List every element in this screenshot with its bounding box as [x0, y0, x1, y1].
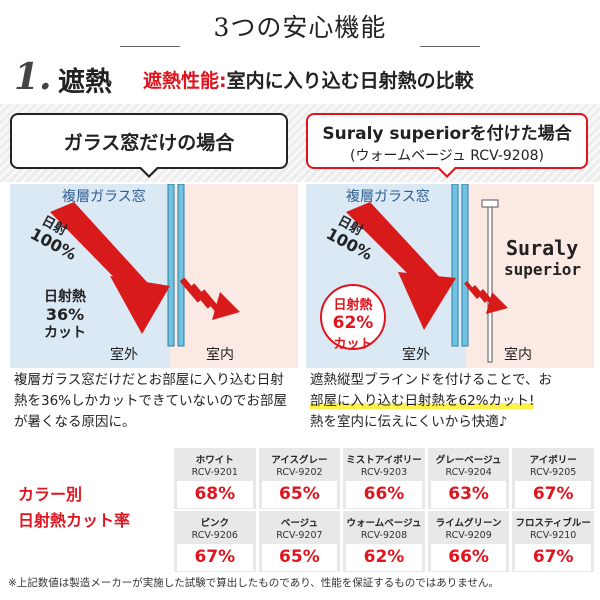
color-cell: アイボリー RCV-9205 67% [512, 448, 594, 509]
window-label: 複層ガラス窓 [62, 189, 146, 205]
cut-rate-line2: 36% [45, 305, 85, 324]
bubble-with-blind-label: Suraly superiorを付けた場合 [322, 124, 572, 144]
description-part1: 遮熱縦型ブラインドを付けることで、お [310, 372, 553, 388]
description-part2: 熱を室内に伝えにくいから快適♪ [310, 414, 508, 430]
color-rates-title-line2: 日射熱カット率 [18, 511, 131, 530]
indoor-area [170, 184, 298, 368]
cut-rate-text: 日射熱 36% カット [44, 288, 86, 342]
color-percent: 67% [515, 544, 591, 571]
bubble-with-blind-model: (ウォームベージュ RCV-9208) [350, 148, 544, 164]
bubble-tail-inner [140, 166, 158, 175]
color-cell: アイスグレー RCV-9202 65% [258, 448, 341, 509]
color-code: RCV-9202 [276, 467, 323, 478]
color-rates-title-line1: カラー別 [18, 485, 83, 504]
color-percent: 65% [261, 481, 338, 508]
indoor-area [466, 184, 594, 368]
color-code: RCV-9209 [445, 530, 492, 541]
footnote: ※上記数値は製造メーカーが実施した試験で算出したものであり、性能を保証するもので… [8, 577, 499, 589]
transmitted-arrow [464, 281, 508, 314]
indoor-label: 室内 [206, 347, 234, 363]
color-name: ベージュ [280, 518, 318, 529]
color-cell: グレーベージュ RCV-9204 63% [427, 448, 510, 509]
color-cell: ピンク RCV-9206 67% [174, 511, 256, 572]
outdoor-label: 室外 [110, 347, 138, 363]
badge-line1: 日射熱 [333, 298, 373, 313]
title-divider-right [420, 46, 480, 47]
color-code: RCV-9205 [530, 467, 577, 478]
page-title: 3つの安心機能 [213, 13, 387, 42]
title-divider-left [120, 46, 180, 47]
glass-pane-outer [167, 184, 175, 347]
color-code: RCV-9203 [360, 467, 408, 478]
color-percent: 66% [430, 544, 507, 571]
color-name: ピンク [200, 518, 230, 529]
brand-logo-line1: Suraly [506, 236, 579, 260]
color-code: RCV-9210 [530, 530, 577, 541]
indoor-label: 室内 [504, 347, 532, 363]
reflected-arrow [398, 272, 456, 330]
transmitted-arrow [179, 277, 240, 320]
reflected-arrow [110, 276, 170, 334]
color-cell: ライムグリーン RCV-9209 66% [427, 511, 510, 572]
color-code: RCV-9204 [445, 467, 492, 478]
cut-rate-badge: 日射熱 62% カット [320, 284, 386, 352]
color-rates-title: カラー別 日射熱カット率 [18, 482, 130, 534]
color-cell: ホワイト RCV-9201 68% [174, 448, 256, 509]
color-percent: 66% [346, 481, 422, 508]
bubble-tail-inner [438, 166, 456, 175]
outdoor-area [10, 184, 170, 368]
description-highlight: 部屋に入り込む日射熱を62%カット! [310, 393, 535, 409]
description-with-blind: 遮熱縦型ブラインドを付けることで、お 部屋に入り込む日射熱を62%カット! 熱を… [310, 370, 594, 433]
section-subtitle: 遮熱性能:室内に入り込む日射熱の比較 [143, 66, 474, 93]
diagram-with-blind-graphic [306, 184, 594, 368]
color-code: RCV-9201 [191, 467, 238, 478]
glass-pane-outer [451, 184, 459, 347]
color-percent: 68% [177, 481, 253, 508]
color-cell: フロスティブルー RCV-9210 67% [512, 511, 594, 572]
color-cell: ウォームベージュ RCV-9208 62% [343, 511, 425, 572]
color-percent: 67% [515, 481, 591, 508]
color-percent: 63% [430, 481, 507, 508]
glass-pane-inner [461, 184, 469, 347]
description-glass-only: 複層ガラス窓だけだとお部屋に入り込む日射熱を36%しかカットできていないのでお部… [14, 372, 288, 430]
color-name: フロスティブルー [515, 518, 591, 529]
color-percent: 62% [346, 544, 422, 571]
color-name: ウォームベージュ [346, 518, 422, 529]
color-code: RCV-9208 [360, 530, 408, 541]
color-name: ライムグリーン [435, 518, 502, 529]
diagram-glass-only: 複層ガラス窓 日射 100% 日射熱 36% カット 室外 室内 [10, 184, 298, 368]
color-name: ミストアイボリー [346, 455, 422, 466]
color-code: RCV-9207 [276, 530, 323, 541]
bubble-glass-only-label: ガラス窓だけの場合 [63, 132, 235, 154]
section-number: 1. [14, 56, 52, 98]
sunlight-arrow [346, 202, 446, 294]
color-percent: 65% [261, 544, 338, 571]
diagram-glass-only-graphic [10, 184, 298, 368]
color-name: アイボリー [529, 455, 577, 466]
sunlight-arrow [50, 202, 156, 302]
color-rates-grid: ホワイト RCV-9201 68% アイスグレー RCV-9202 65% ミストアイボ… [174, 448, 594, 572]
badge-line2: 62% [332, 313, 374, 333]
window-label: 複層ガラス窓 [346, 189, 430, 205]
brand-logo-line2: superior [504, 260, 582, 279]
section-subtitle-highlight: 遮熱性能: [143, 70, 227, 92]
color-cell: ミストアイボリー RCV-9203 66% [343, 448, 425, 509]
color-name: ホワイト [195, 455, 234, 466]
cut-rate-line3: カット [44, 325, 86, 341]
bubble-with-blind: Suraly superiorを付けた場合 (ウォームベージュ RCV-9208… [306, 113, 588, 178]
color-code: RCV-9206 [191, 530, 238, 541]
bubble-glass-only: ガラス窓だけの場合 [10, 113, 288, 178]
badge-line3: カット [333, 337, 373, 352]
glass-pane-inner [177, 184, 185, 347]
color-name: グレーベージュ [435, 455, 502, 466]
section-name: 遮熱 [58, 67, 112, 98]
color-percent: 67% [177, 544, 253, 571]
blind-icon [481, 199, 499, 363]
color-name: アイスグレー [271, 455, 328, 466]
outdoor-label: 室外 [402, 347, 430, 363]
section-subtitle-text: 室内に入り込む日射熱の比較 [226, 70, 474, 92]
color-cell: ベージュ RCV-9207 65% [258, 511, 341, 572]
diagram-with-blind: 複層ガラス窓 日射 100% Suraly superior 日射熱 62% カ… [306, 184, 594, 368]
cut-rate-line1: 日射熱 [44, 289, 86, 305]
